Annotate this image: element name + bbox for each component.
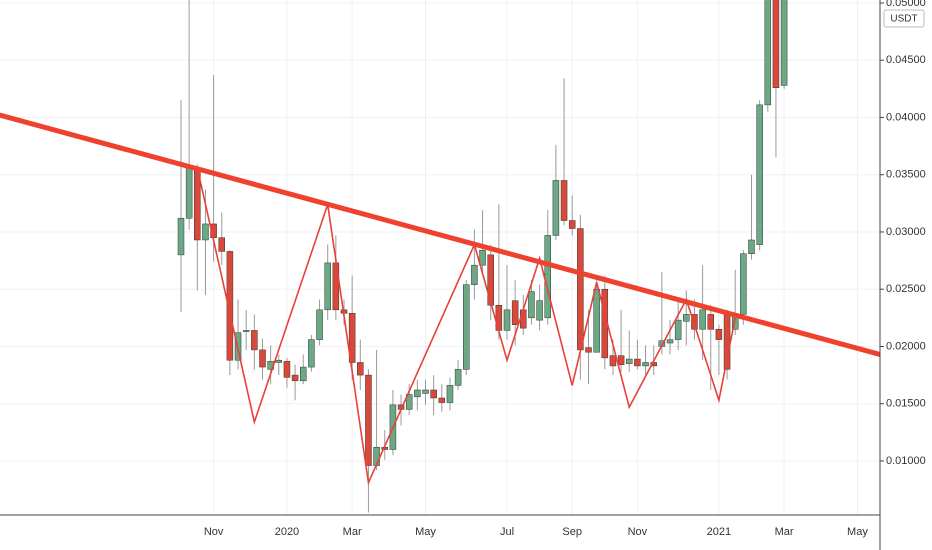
candle-body <box>471 264 478 285</box>
y-tick-label: 0.03000 <box>886 226 926 238</box>
candle-body <box>226 251 234 361</box>
candle-body <box>683 314 690 322</box>
y-tick-label: 0.02500 <box>886 283 926 295</box>
candle-body <box>446 385 454 403</box>
currency-label: USDT <box>890 14 917 25</box>
candle-body <box>560 180 568 221</box>
plot-area <box>0 0 880 513</box>
candle-body <box>748 239 755 254</box>
candle-body <box>291 374 299 382</box>
y-tick-label: 0.05000 <box>886 0 926 9</box>
y-tick-label: 0.04500 <box>886 54 926 66</box>
candle-body <box>780 0 788 86</box>
x-tick-label: 2020 <box>275 526 299 538</box>
candle-body <box>740 253 747 315</box>
candle-body <box>357 362 364 376</box>
candle-body <box>536 300 543 321</box>
candle-body <box>283 361 291 378</box>
candle-body <box>405 394 413 410</box>
candle-body <box>634 358 641 367</box>
candle-body <box>674 319 682 340</box>
candle-body <box>691 314 698 330</box>
x-tick-label: Jul <box>500 526 514 538</box>
candle-body <box>609 355 617 367</box>
candle-body <box>756 104 763 245</box>
candle-body <box>414 389 421 398</box>
candle-body <box>430 389 437 399</box>
y-tick-label: 0.01000 <box>886 455 926 467</box>
y-tick-label: 0.03500 <box>886 169 926 181</box>
trendline <box>0 112 880 357</box>
zigzag-line <box>196 167 736 486</box>
x-tick-label: Mar <box>343 526 362 538</box>
candle-body <box>617 355 625 366</box>
candle-body <box>503 309 511 331</box>
x-tick-label: Sep <box>562 526 582 538</box>
x-tick-label: Nov <box>204 526 224 538</box>
candle-body <box>593 288 600 353</box>
candle-body <box>764 0 772 106</box>
candle-body <box>520 309 527 329</box>
candle-body <box>422 389 429 394</box>
candle-body <box>626 358 633 364</box>
candle-body <box>585 347 592 353</box>
candle-body <box>202 223 209 241</box>
candle-body <box>544 235 551 319</box>
x-tick-label: 2021 <box>707 526 731 538</box>
candle-body <box>300 366 307 382</box>
candle-body <box>259 349 266 368</box>
candle-body <box>511 300 519 325</box>
candle-body <box>568 220 576 229</box>
candle-body <box>699 309 706 330</box>
candle-body <box>324 262 331 311</box>
candle-body <box>715 329 723 340</box>
axes: 0.05000 0.04500 0.04000 0.03500 0.03000 0.025… <box>204 0 926 538</box>
candle-body <box>707 314 714 330</box>
candle-body <box>552 180 560 236</box>
y-tick-label: 0.02000 <box>886 340 926 352</box>
y-tick-label: 0.01500 <box>886 398 926 410</box>
candle-body <box>242 330 250 332</box>
candle-body <box>463 284 470 370</box>
grid <box>0 0 880 515</box>
candle-body <box>438 397 446 403</box>
x-tick-label: Nov <box>628 526 648 538</box>
candle-body <box>666 339 674 344</box>
x-tick-label: May <box>415 526 436 538</box>
candle-body <box>479 250 486 266</box>
candle-body <box>528 291 535 319</box>
candle-body <box>316 309 323 340</box>
x-tick-label: May <box>847 526 868 538</box>
y-tick-label: 0.04000 <box>886 111 926 123</box>
candle-body <box>642 362 649 367</box>
x-tick-label: Mar <box>775 526 794 538</box>
candle-body <box>365 374 372 466</box>
currency-box <box>883 9 925 28</box>
candle-body <box>772 0 780 88</box>
candle-body <box>454 369 462 386</box>
candle-body <box>308 339 315 368</box>
candle-body <box>185 167 193 219</box>
candle-body <box>177 217 185 256</box>
candle-body <box>251 330 258 351</box>
candle-body <box>275 359 283 363</box>
candle-body <box>348 313 356 363</box>
candle-body <box>218 237 225 252</box>
candle-body <box>577 228 584 351</box>
